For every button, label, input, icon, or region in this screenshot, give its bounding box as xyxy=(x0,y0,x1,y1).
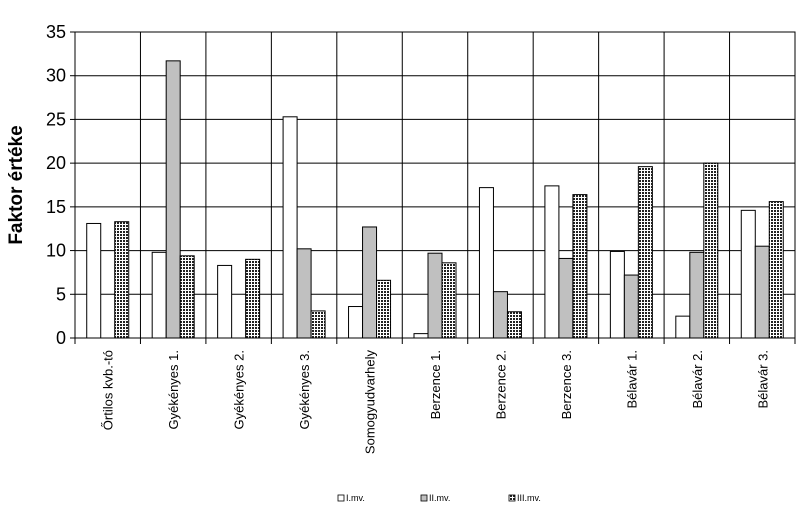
category-label: Gyékényes 3. xyxy=(297,350,312,430)
y-tick-label: 30 xyxy=(46,66,66,86)
category-label: Gyékényes 2. xyxy=(232,350,247,430)
bar-series-1 xyxy=(544,185,560,339)
plot-frame xyxy=(74,31,796,339)
bar-series-1 xyxy=(217,264,233,339)
bar-series-3 xyxy=(179,255,195,339)
legend-label-3: III.mv. xyxy=(517,493,541,503)
bar-series-2 xyxy=(165,60,181,339)
bar-series-2 xyxy=(427,252,443,339)
category-label: Bélavár 1. xyxy=(624,350,639,409)
y-tick-label: 25 xyxy=(46,109,66,129)
legend-label-2: II.mv. xyxy=(429,493,450,503)
y-axis-title: Faktor értéke xyxy=(6,125,27,244)
category-label: Őrtilos kvb.-tó xyxy=(101,350,116,430)
y-tick-label: 10 xyxy=(46,241,66,261)
bar-series-2 xyxy=(623,274,639,339)
category-label: Berzence 2. xyxy=(493,350,508,419)
legend-swatch-2 xyxy=(420,494,428,502)
axis-layer: 0 5 10 15 20 25 30 35 Őrtilos kvb.-tó Gyékényes 1… xyxy=(46,22,796,455)
category-label: Berzence 1. xyxy=(428,350,443,419)
category-label: Berzence 3. xyxy=(559,350,574,419)
category-label: Bélavár 3. xyxy=(755,350,770,409)
bar-series-2 xyxy=(362,226,378,339)
category-label: Gyékényes 1. xyxy=(166,350,181,430)
category-label: Somogyudvarhely xyxy=(363,350,378,455)
bar-series-1 xyxy=(86,222,102,339)
bar-series-3 xyxy=(376,279,392,339)
bar-series-3 xyxy=(245,258,261,339)
bar-series-2 xyxy=(492,291,508,339)
bar-series-1 xyxy=(609,250,625,339)
grid-layer xyxy=(74,31,796,344)
bar-series-1 xyxy=(478,187,494,339)
bar-series-1 xyxy=(675,315,691,339)
bar-series-2 xyxy=(689,251,705,339)
y-tick-label: 0 xyxy=(56,328,66,348)
bar-series-3 xyxy=(768,201,784,339)
bar-series-3 xyxy=(310,310,326,339)
bar-series-2 xyxy=(296,248,312,339)
bar-series-1 xyxy=(282,116,298,339)
bar-series-1 xyxy=(348,306,364,339)
y-tick-label: 15 xyxy=(46,197,66,217)
bar-series-3 xyxy=(637,166,653,339)
bar-series-3 xyxy=(703,162,719,339)
category-label: Bélavár 2. xyxy=(690,350,705,409)
legend-label-1: I.mv. xyxy=(346,493,365,503)
bar-series-3 xyxy=(572,194,588,339)
bar-series-1 xyxy=(740,209,756,339)
bar-series-1 xyxy=(151,251,167,339)
y-tick-label: 20 xyxy=(46,153,66,173)
y-tick-label: 5 xyxy=(56,284,66,304)
bar-series-3 xyxy=(441,262,457,339)
bar-series-2 xyxy=(754,245,770,339)
legend-swatch-1 xyxy=(337,494,345,502)
bars-layer xyxy=(86,60,784,339)
bar-series-3 xyxy=(506,311,522,339)
bar-series-2 xyxy=(558,257,574,339)
legend-swatch-3 xyxy=(508,494,516,502)
legend: I.mv. II.mv. III.mv. xyxy=(337,493,541,503)
bar-series-3 xyxy=(114,221,130,339)
bar-series-1 xyxy=(413,333,429,339)
y-tick-label: 35 xyxy=(46,22,66,42)
